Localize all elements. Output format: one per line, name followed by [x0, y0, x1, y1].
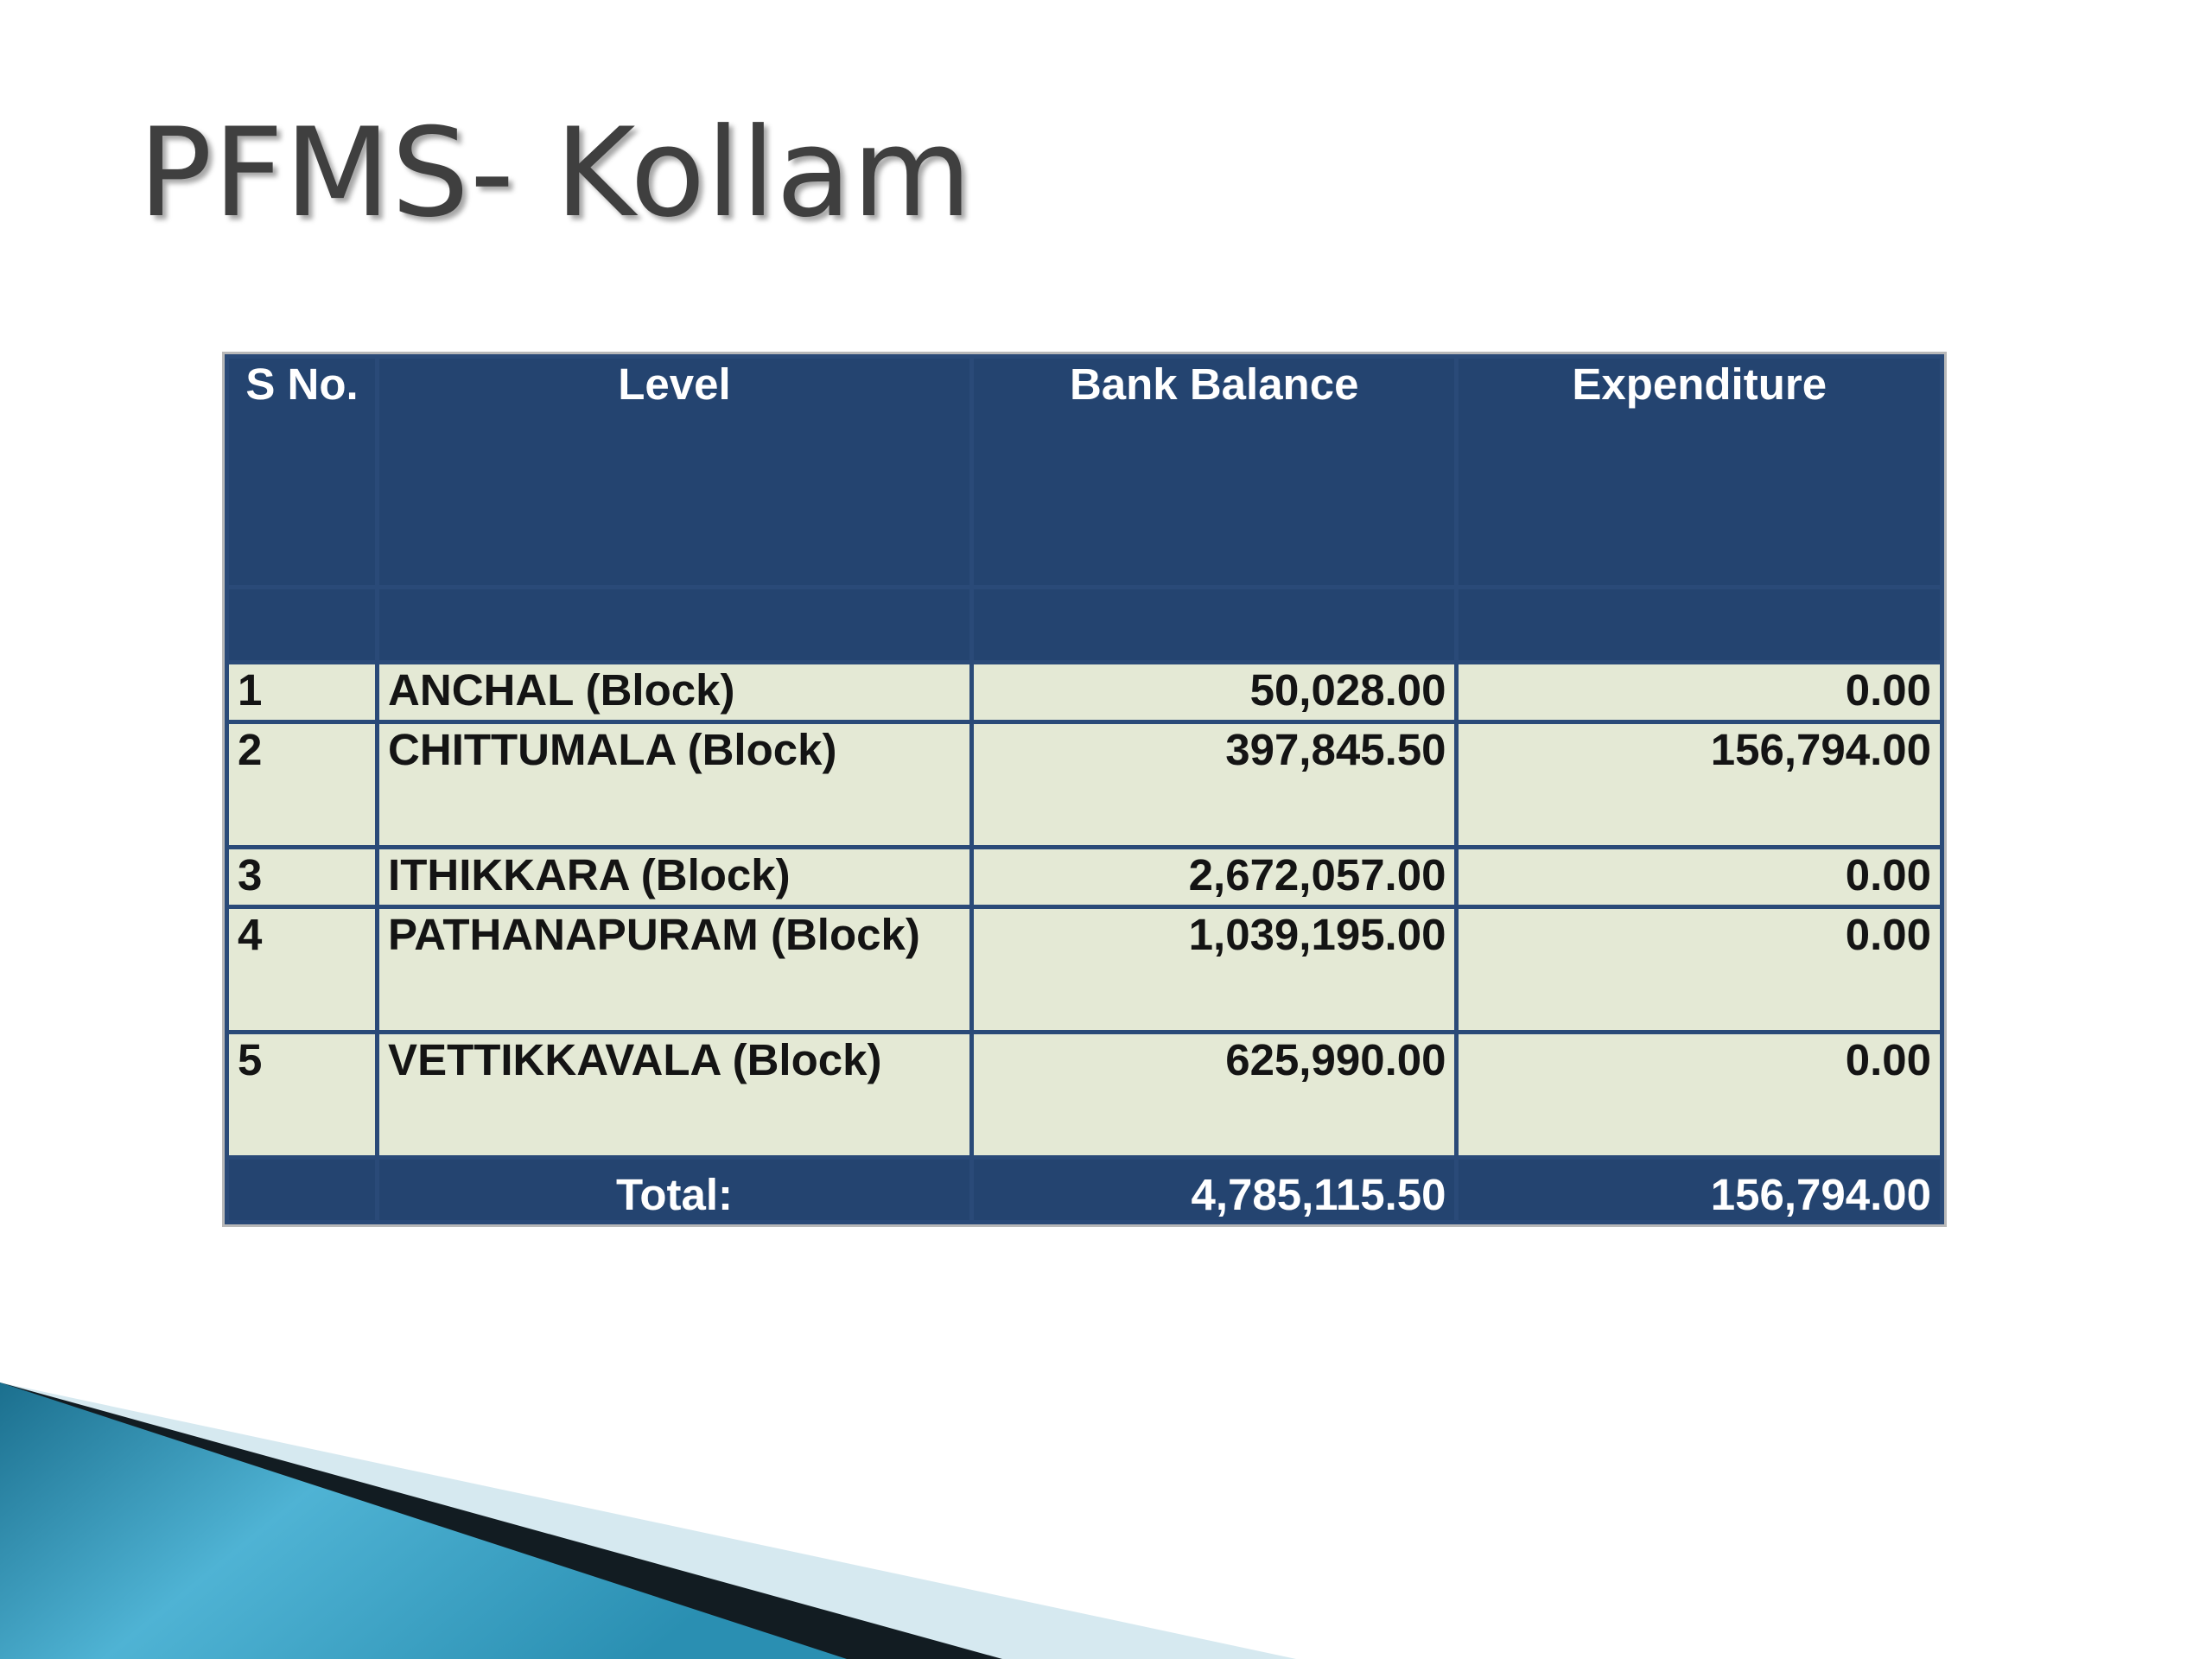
cell-bank-balance: 1,039,195.00 [969, 905, 1459, 1034]
table-row: 4 PATHANAPURAM (Block) 1,039,195.00 0.00 [224, 905, 1944, 1034]
cell-sno: 1 [224, 660, 380, 724]
header-sno: S No. [224, 354, 380, 589]
total-row: Total: 4,785,115.50 156,794.00 [224, 1155, 1944, 1224]
teal-wedge [0, 1382, 847, 1659]
table-row: 1 ANCHAL (Block) 50,028.00 0.00 [224, 660, 1944, 724]
total-label: Total: [375, 1155, 974, 1224]
cell-sno: 3 [224, 845, 380, 909]
cell-expenditure: 0.00 [1454, 845, 1944, 909]
table-row: 2 CHITTUMALA (Block) 397,845.50 156,794.… [224, 720, 1944, 849]
cell-bank-balance: 2,672,057.00 [969, 845, 1459, 909]
header-expenditure: Expenditure [1454, 354, 1944, 589]
total-expenditure: 156,794.00 [1454, 1155, 1944, 1224]
header-level: Level [375, 354, 974, 589]
cell-level: CHITTUMALA (Block) [375, 720, 974, 849]
cell-sno: 4 [224, 905, 380, 1034]
cell-bank-balance: 625,990.00 [969, 1030, 1459, 1160]
pfms-table: S No. Level Bank Balance Expenditure 1 A… [224, 354, 1944, 1224]
total-bank-balance: 4,785,115.50 [969, 1155, 1459, 1224]
total-empty-cell [224, 1155, 380, 1224]
cell-expenditure: 0.00 [1454, 1030, 1944, 1160]
cell-level: ITHIKKARA (Block) [375, 845, 974, 909]
spacer-cell [969, 585, 1459, 664]
cell-level: VETTIKKAVALA (Block) [375, 1030, 974, 1160]
spacer-cell [375, 585, 974, 664]
cell-sno: 2 [224, 720, 380, 849]
cell-expenditure: 0.00 [1454, 660, 1944, 724]
decorative-corner-swoosh [0, 1382, 1296, 1659]
cell-expenditure: 0.00 [1454, 905, 1944, 1034]
cell-level: ANCHAL (Block) [375, 660, 974, 724]
cell-bank-balance: 50,028.00 [969, 660, 1459, 724]
cell-level: PATHANAPURAM (Block) [375, 905, 974, 1034]
header-spacer-row [224, 585, 1944, 664]
cell-expenditure: 156,794.00 [1454, 720, 1944, 849]
table-header-row: S No. Level Bank Balance Expenditure [224, 354, 1944, 589]
table-row: 3 ITHIKKARA (Block) 2,672,057.00 0.00 [224, 845, 1944, 909]
pfms-table-container: S No. Level Bank Balance Expenditure 1 A… [224, 354, 1944, 1224]
cell-sno: 5 [224, 1030, 380, 1160]
spacer-cell [224, 585, 380, 664]
table-row: 5 VETTIKKAVALA (Block) 625,990.00 0.00 [224, 1030, 1944, 1160]
slide-title: PFMS- Kollam [138, 102, 973, 245]
spacer-cell [1454, 585, 1944, 664]
header-bank-balance: Bank Balance [969, 354, 1459, 589]
cell-bank-balance: 397,845.50 [969, 720, 1459, 849]
